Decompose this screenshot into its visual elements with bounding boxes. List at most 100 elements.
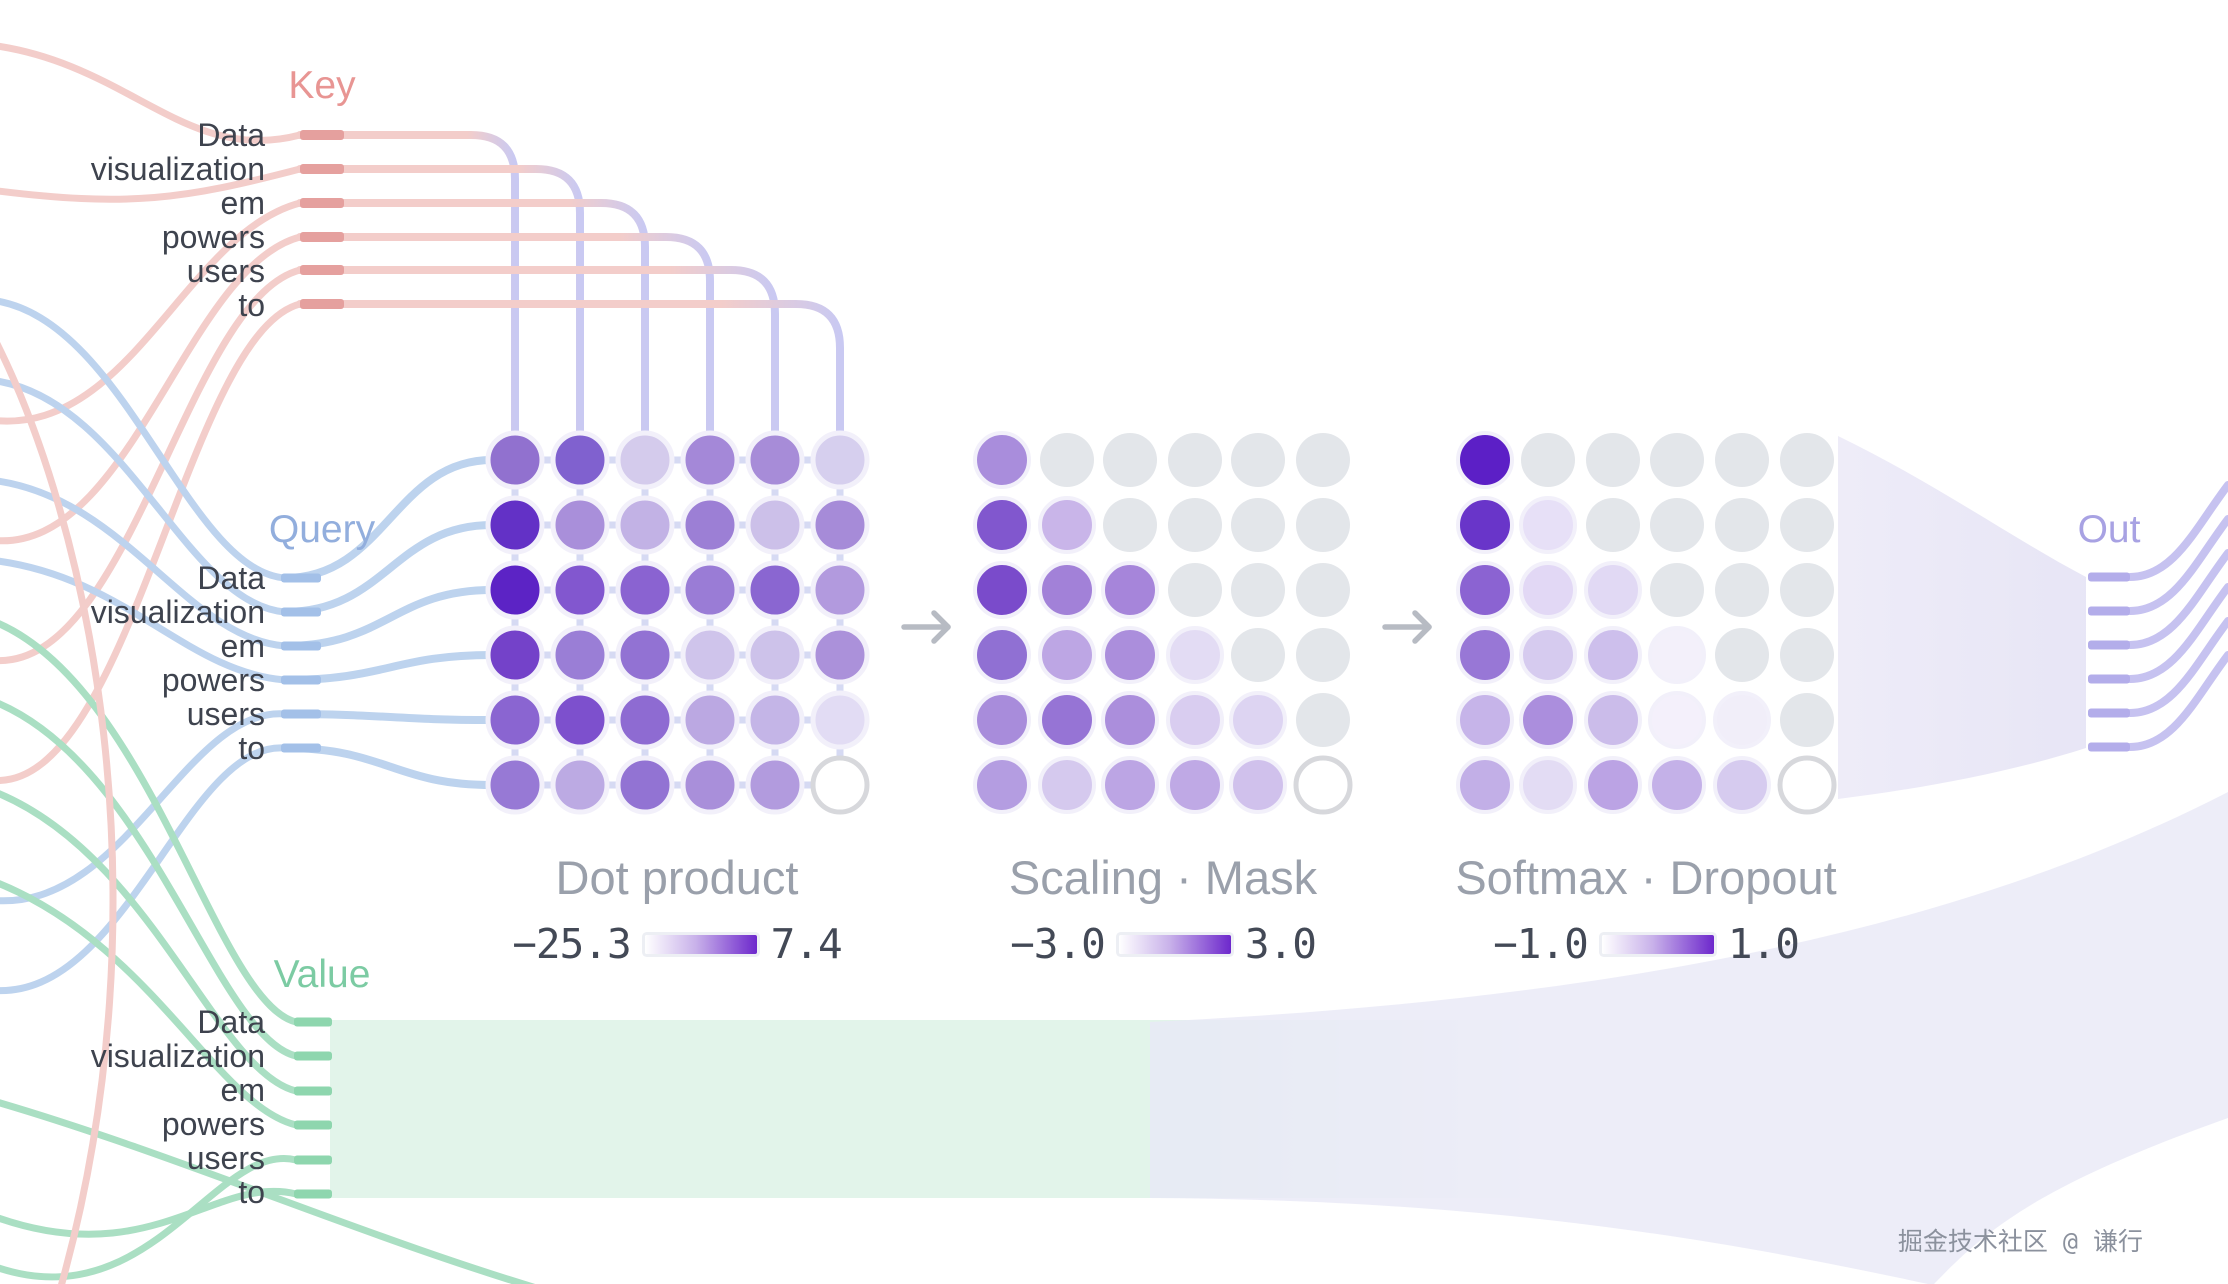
value-token-list: Data visualization em powers users to — [0, 1005, 265, 1209]
dot-product-matrix-cell-r4c4 — [745, 690, 805, 750]
scaling-mask-matrix-cell-r3c1 — [1038, 626, 1096, 684]
scaling-mask-matrix-cell-r3c0 — [973, 626, 1031, 684]
value-label: Value — [273, 953, 371, 996]
scaling-mask-matrix-cell-r4c0 — [973, 691, 1031, 749]
dot-product-matrix-cell-r1c4 — [745, 495, 805, 555]
out-funnel — [1838, 436, 2086, 799]
softmax-dropout-matrix-cell-r1c3 — [1650, 498, 1704, 552]
dot-product-matrix-cell-r0c3 — [680, 430, 740, 490]
key-token-2: em — [220, 185, 265, 221]
scaling-mask-matrix-cell-r5c5 — [1293, 755, 1353, 815]
softmax-dropout-matrix-cell-r5c5 — [1777, 755, 1837, 815]
softmax-dropout-matrix-cell-r2c4 — [1715, 563, 1769, 617]
softmax-dropout-matrix-cell-r0c4 — [1715, 433, 1769, 487]
scaling-mask-legend: −3.0 3.0 — [843, 920, 1483, 968]
softmax-dropout-matrix-cell-r4c1 — [1519, 691, 1577, 749]
softmax-dropout-matrix-cell-r4c0 — [1456, 691, 1514, 749]
softmax-dropout-matrix-cell-r5c1 — [1519, 756, 1577, 814]
softmax-dropout-matrix-cell-r0c5 — [1780, 433, 1834, 487]
softmax-dropout-matrix-cell-r1c1 — [1519, 496, 1577, 554]
softmax-dropout-matrix-cell-r3c2 — [1584, 626, 1642, 684]
legend-max: 3.0 — [1244, 920, 1317, 968]
softmax-dropout-matrix-cell-r2c3 — [1650, 563, 1704, 617]
key-token-4: users — [186, 253, 265, 289]
scaling-mask-matrix-cell-r5c2 — [1101, 756, 1159, 814]
stage-title: Scaling · Mask — [1008, 851, 1318, 904]
value-token-4: users — [186, 1140, 265, 1176]
softmax-dropout-matrix-cell-r5c2 — [1584, 756, 1642, 814]
dot-product-matrix-cell-r0c5 — [810, 430, 870, 490]
stage-softmax-dropout: Softmax · Dropout −1.0 1.0 — [1326, 851, 1966, 969]
stage-title: Dot product — [555, 851, 799, 904]
scaling-mask-matrix-cell-r0c0 — [973, 431, 1031, 489]
scaling-mask-matrix-cell-r1c4 — [1231, 498, 1285, 552]
stage-scaling-mask: Scaling · Mask −3.0 3.0 — [843, 851, 1483, 969]
value-token-3: powers — [161, 1106, 265, 1142]
dot-product-matrix-cell-r0c2 — [615, 430, 675, 490]
dot-product-matrix-cell-r1c2 — [615, 495, 675, 555]
query-label: Query — [268, 508, 376, 551]
query-token-5: to — [238, 730, 265, 766]
stage-title: Softmax · Dropout — [1455, 851, 1837, 904]
dot-product-matrix-cell-r3c5 — [810, 625, 870, 685]
softmax-dropout-legend: −1.0 1.0 — [1326, 920, 1966, 968]
softmax-dropout-matrix-cell-r1c0 — [1456, 496, 1514, 554]
scaling-mask-matrix-cell-r4c3 — [1166, 691, 1224, 749]
dot-product-matrix-cell-r4c3 — [680, 690, 740, 750]
key-lines — [296, 130, 844, 452]
dot-product-matrix-cell-r0c1 — [550, 430, 610, 490]
dot-product-matrix-cell-r1c0 — [485, 495, 545, 555]
legend-colorbar — [644, 934, 757, 954]
softmax-dropout-matrix-cell-r1c2 — [1586, 498, 1640, 552]
dot-product-matrix-cell-r2c5 — [810, 560, 870, 620]
dot-product-matrix-cell-r2c3 — [680, 560, 740, 620]
scaling-mask-matrix-cell-r3c4 — [1231, 628, 1285, 682]
scaling-mask-matrix-cell-r0c2 — [1103, 433, 1157, 487]
dot-product-matrix-cell-r5c4 — [745, 755, 805, 815]
scaling-mask-matrix-cell-r2c2 — [1101, 561, 1159, 619]
legend-colorbar — [1118, 934, 1231, 954]
watermark: 掘金技术社区 @ 谦行 — [1897, 1227, 2143, 1256]
value-token-2: em — [220, 1072, 265, 1108]
dot-product-matrix-cell-r5c0 — [485, 755, 545, 815]
dot-product-matrix-cell-r3c4 — [745, 625, 805, 685]
legend-min: −25.3 — [512, 920, 631, 968]
scaling-mask-matrix-cell-r0c5 — [1296, 433, 1350, 487]
scaling-mask-matrix-cell-r0c4 — [1231, 433, 1285, 487]
embedding-feeder-curves — [0, 43, 536, 1284]
dot-product-matrix-cell-r2c2 — [615, 560, 675, 620]
softmax-dropout-matrix-cell-r0c0 — [1456, 431, 1514, 489]
key-token-1: visualization — [90, 151, 265, 187]
key-token-3: powers — [161, 219, 265, 255]
softmax-dropout-matrix-cell-r3c3 — [1648, 626, 1706, 684]
dot-product-matrix-cell-r4c5 — [810, 690, 870, 750]
query-token-1: visualization — [90, 594, 265, 630]
softmax-dropout-matrix-cell-r0c2 — [1586, 433, 1640, 487]
query-token-2: em — [220, 628, 265, 664]
dot-product-matrix-cell-r2c0 — [485, 560, 545, 620]
key-token-0: Data — [197, 117, 265, 153]
softmax-dropout-matrix-cell-r4c3 — [1648, 691, 1706, 749]
softmax-dropout-matrix-cell-r1c4 — [1715, 498, 1769, 552]
softmax-dropout-matrix-cell-r4c2 — [1584, 691, 1642, 749]
dot-product-matrix-cell-r5c1 — [550, 755, 610, 815]
dot-product-matrix-cell-r1c5 — [810, 495, 870, 555]
softmax-dropout-matrix-cell-r4c4 — [1713, 691, 1771, 749]
softmax-dropout-matrix-cell-r3c1 — [1519, 626, 1577, 684]
dot-product-matrix-cell-r2c1 — [550, 560, 610, 620]
scaling-mask-matrix-cell-r0c1 — [1040, 433, 1094, 487]
query-lines — [281, 456, 496, 789]
scaling-mask-matrix-cell-r1c1 — [1038, 496, 1096, 554]
scaling-mask-matrix-cell-r3c5 — [1296, 628, 1350, 682]
softmax-dropout-matrix-cell-r2c2 — [1584, 561, 1642, 619]
softmax-dropout-matrix-cell-r1c5 — [1780, 498, 1834, 552]
softmax-dropout-matrix-cell-r2c0 — [1456, 561, 1514, 619]
key-token-list: Data visualization em powers users to — [0, 118, 265, 322]
dot-product-matrix-cell-r3c3 — [680, 625, 740, 685]
query-token-4: users — [186, 696, 265, 732]
dot-product-matrix-cell-r1c3 — [680, 495, 740, 555]
out-label: Out — [2077, 508, 2141, 551]
softmax-dropout-matrix-cell-r5c3 — [1648, 756, 1706, 814]
